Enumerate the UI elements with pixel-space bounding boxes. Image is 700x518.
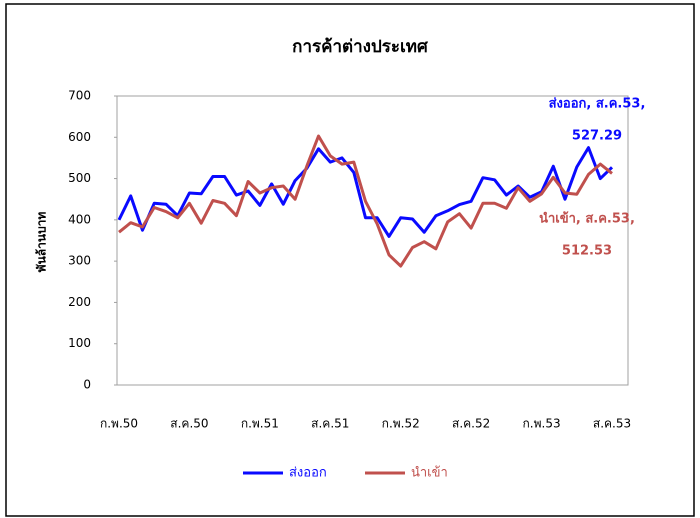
legend-label: ส่งออก bbox=[289, 466, 327, 481]
series-line bbox=[117, 146, 614, 238]
y-tick-label: 600 bbox=[68, 130, 91, 144]
x-tick-label: ก.พ.50 bbox=[100, 417, 138, 431]
legend-label: นำเข้า bbox=[411, 466, 448, 481]
y-axis-label: พันล้านบาท bbox=[35, 212, 49, 273]
x-tick-label: ส.ค.51 bbox=[311, 417, 349, 431]
y-tick-label: 700 bbox=[68, 89, 91, 103]
series-line bbox=[118, 134, 613, 268]
plot-area bbox=[116, 95, 629, 386]
annotation: 512.53 bbox=[562, 244, 612, 259]
annotation: 527.29 bbox=[572, 129, 622, 144]
x-tick-label: ก.พ.52 bbox=[382, 417, 420, 431]
y-tick-label: 400 bbox=[68, 212, 91, 226]
y-tick-label: 0 bbox=[83, 378, 91, 392]
chart-title: การค้าต่างประเทศ bbox=[292, 37, 429, 57]
y-tick-label: 100 bbox=[68, 336, 91, 350]
y-tick-label: 200 bbox=[68, 295, 91, 309]
x-tick-label: ส.ค.50 bbox=[170, 417, 208, 431]
x-tick-label: ส.ค.52 bbox=[452, 417, 490, 431]
annotation: ส่งออก, ส.ค.53, bbox=[549, 97, 646, 112]
x-tick-label: ก.พ.53 bbox=[523, 417, 561, 431]
x-tick-label: ส.ค.53 bbox=[593, 417, 631, 431]
frame bbox=[5, 3, 695, 517]
annotation: นำเข้า, ส.ค.53, bbox=[539, 211, 635, 227]
y-tick-label: 300 bbox=[68, 254, 91, 268]
x-tick-label: ก.พ.51 bbox=[241, 417, 279, 431]
y-tick-label: 500 bbox=[68, 171, 91, 185]
